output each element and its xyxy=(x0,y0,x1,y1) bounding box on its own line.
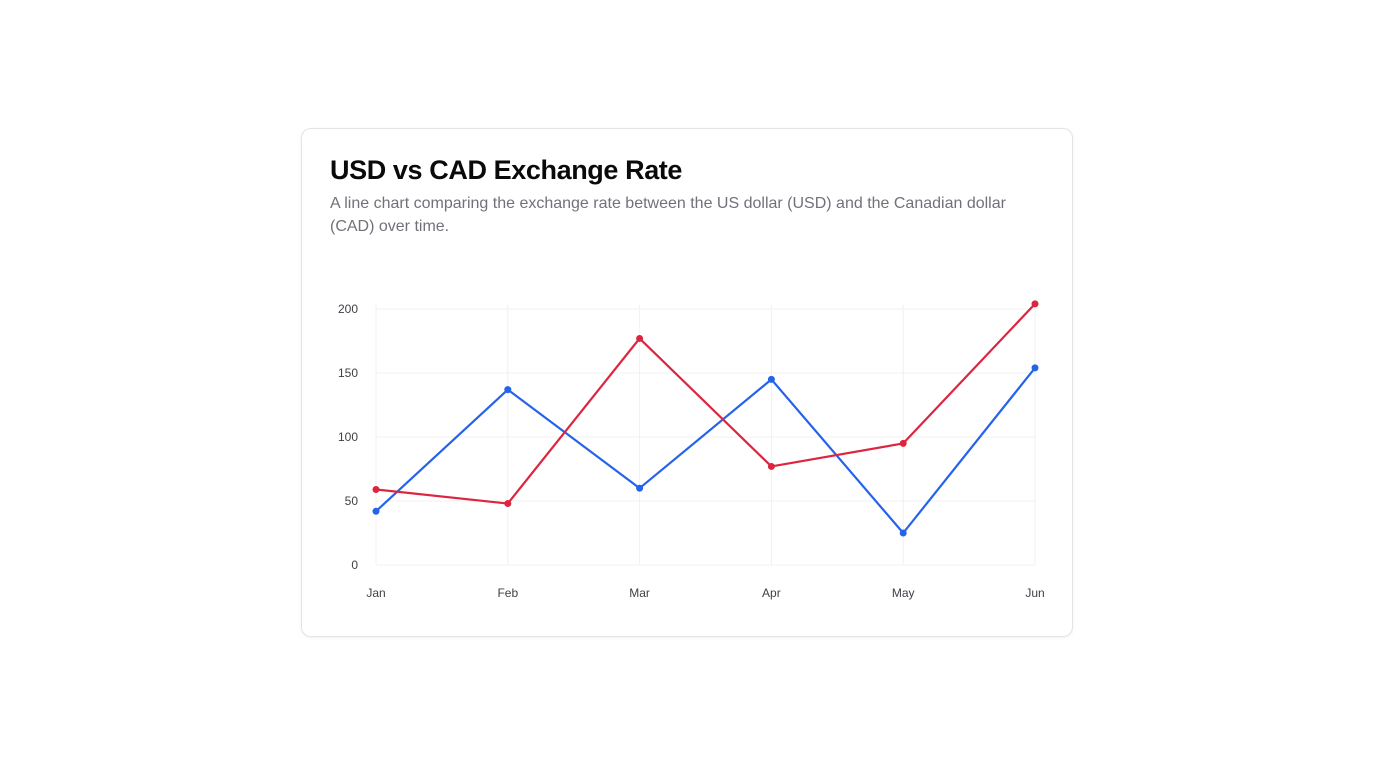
data-point[interactable] xyxy=(767,462,775,470)
series-points xyxy=(372,300,1039,537)
data-point[interactable] xyxy=(636,484,644,492)
x-tick-label: Apr xyxy=(762,586,781,600)
data-point[interactable] xyxy=(504,500,512,508)
y-tick-label: 50 xyxy=(345,494,359,508)
chart-subtitle: A line chart comparing the exchange rate… xyxy=(330,195,1006,235)
series-line-1 xyxy=(375,367,1036,535)
data-point[interactable] xyxy=(767,375,775,383)
line-chart: 0 50 100 150 200 Jan Feb Mar Apr May Jun xyxy=(338,300,1045,600)
data-point[interactable] xyxy=(899,439,907,447)
data-point[interactable] xyxy=(504,386,512,394)
x-axis-ticks: Jan Feb Mar Apr May Jun xyxy=(366,586,1044,600)
series-line-2 xyxy=(375,303,1036,505)
data-point[interactable] xyxy=(1031,364,1039,372)
x-tick-label: Mar xyxy=(629,586,650,600)
y-tick-label: 0 xyxy=(351,558,358,572)
y-tick-label: 100 xyxy=(338,430,358,444)
y-tick-label: 200 xyxy=(338,302,358,316)
chart-title: USD vs CAD Exchange Rate xyxy=(330,155,683,185)
x-tick-label: May xyxy=(892,586,915,600)
x-tick-label: Jan xyxy=(366,586,385,600)
chart-grid xyxy=(375,305,1036,566)
data-point[interactable] xyxy=(1031,300,1039,308)
data-point[interactable] xyxy=(372,507,380,515)
y-axis-ticks: 0 50 100 150 200 xyxy=(338,302,358,572)
y-tick-label: 150 xyxy=(338,366,358,380)
x-tick-label: Feb xyxy=(497,586,518,600)
data-point[interactable] xyxy=(372,485,380,493)
data-point[interactable] xyxy=(899,529,907,537)
data-point[interactable] xyxy=(636,334,644,342)
chart-card: USD vs CAD Exchange Rate A line chart co… xyxy=(301,128,1073,637)
series-lines xyxy=(375,303,1036,535)
x-tick-label: Jun xyxy=(1025,586,1044,600)
